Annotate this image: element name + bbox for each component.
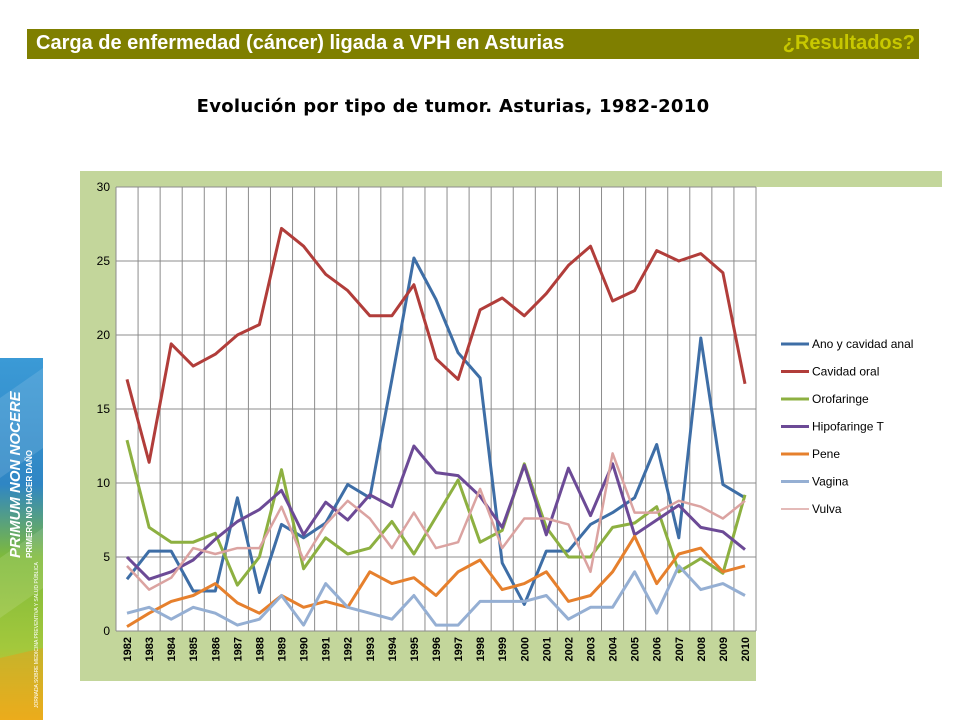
x-tick-label: 2005 bbox=[630, 637, 642, 661]
header-title: Carga de enfermedad (cáncer) ligada a VP… bbox=[36, 32, 565, 54]
y-tick-label: 30 bbox=[97, 180, 111, 194]
banner-main-text: PRIMUM NON NOCERE bbox=[7, 390, 24, 558]
x-tick-label: 2004 bbox=[608, 636, 620, 661]
legend-entry-label: Ano y cavidad anal bbox=[812, 337, 913, 351]
x-tick-label: 2009 bbox=[718, 637, 730, 661]
x-tick-label: 2007 bbox=[674, 637, 686, 661]
x-tick-label: 1992 bbox=[343, 637, 355, 661]
series-line-5 bbox=[126, 564, 746, 627]
legend-entry-label: Pene bbox=[812, 447, 840, 461]
legend-box bbox=[756, 187, 942, 681]
legend-entry-label: Vulva bbox=[812, 502, 842, 516]
banner-small-text: JORNADA SOBRE MEDICINA PREVENTIVA Y SALU… bbox=[33, 561, 40, 708]
x-tick-label: 1982 bbox=[122, 637, 134, 661]
y-tick-label: 10 bbox=[97, 476, 111, 490]
legend-entry-label: Cavidad oral bbox=[812, 365, 879, 379]
x-tick-label: 1983 bbox=[144, 637, 156, 661]
banner-sub-text: PRIMERO NO HACER DAÑO bbox=[25, 450, 34, 558]
series-line-2 bbox=[125, 439, 747, 587]
x-tick-label: 1990 bbox=[299, 637, 311, 661]
x-tick-label: 1988 bbox=[254, 637, 266, 661]
y-tick-label: 25 bbox=[97, 254, 111, 268]
series-line-1 bbox=[125, 226, 747, 464]
x-tick-label: 1999 bbox=[497, 637, 509, 661]
y-tick-label: 0 bbox=[103, 624, 110, 638]
legend-entry-label: Vagina bbox=[812, 475, 849, 489]
page-subtitle: Evolución por tipo de tumor. Asturias, 1… bbox=[196, 96, 710, 117]
x-tick-label: 1993 bbox=[365, 637, 377, 661]
x-tick-label: 1994 bbox=[387, 636, 399, 661]
y-axis-ticks: 0 5 10 15 20 25 30 bbox=[97, 180, 111, 638]
series-line-4 bbox=[126, 534, 746, 628]
x-tick-label: 2010 bbox=[740, 637, 752, 661]
x-tick-label: 2002 bbox=[563, 637, 575, 661]
x-tick-label: 1987 bbox=[232, 637, 244, 661]
legend-entry-label: Hipofaringe T bbox=[812, 420, 884, 434]
y-tick-label: 5 bbox=[103, 550, 110, 564]
x-tick-label: 2001 bbox=[541, 637, 553, 661]
x-tick-label: 1996 bbox=[431, 637, 443, 661]
x-tick-label: 1997 bbox=[453, 637, 465, 661]
y-tick-label: 15 bbox=[97, 402, 111, 416]
series-line-6 bbox=[126, 452, 746, 591]
x-tick-label: 1995 bbox=[409, 637, 421, 661]
header-bar: Carga de enfermedad (cáncer) ligada a VP… bbox=[27, 29, 919, 59]
x-tick-label: 1991 bbox=[321, 637, 333, 661]
header-results-label: ¿Resultados? bbox=[782, 32, 915, 54]
legend-entry-label: Orofaringe bbox=[812, 392, 869, 406]
x-tick-label: 1984 bbox=[166, 636, 178, 661]
x-tick-label: 2006 bbox=[652, 637, 664, 661]
x-tick-label: 1998 bbox=[475, 637, 487, 661]
x-tick-label: 1986 bbox=[210, 637, 222, 661]
x-axis-ticks: 1982 1983 1984 1985 1986 1987 1988 1989 1990 1991… bbox=[122, 636, 752, 661]
x-tick-label: 1985 bbox=[188, 637, 200, 661]
x-tick-label: 1989 bbox=[277, 637, 289, 661]
chart-legend: Ano y cavidad anal Cavidad oral Orofaringe… bbox=[781, 337, 913, 516]
series-lines bbox=[125, 226, 747, 628]
series-line-3 bbox=[125, 444, 746, 581]
x-tick-label: 2008 bbox=[696, 637, 708, 661]
x-tick-label: 2003 bbox=[585, 637, 597, 661]
y-tick-label: 20 bbox=[97, 328, 111, 342]
x-tick-label: 2000 bbox=[519, 637, 531, 661]
side-banner: PRIMUM NON NOCERE PRIMERO NO HACER DAÑO … bbox=[0, 358, 43, 720]
